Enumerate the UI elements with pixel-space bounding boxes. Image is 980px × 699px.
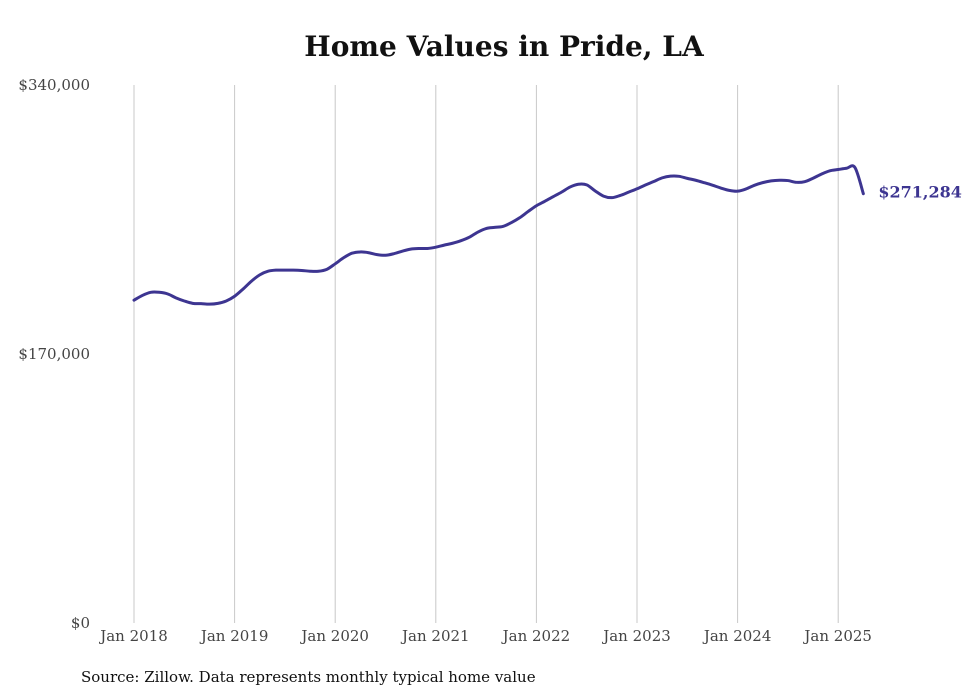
x-axis-ticks: Jan 2018 Jan 2019 Jan 2020 Jan 2021 Jan 2022… [98, 627, 872, 645]
x-tick-label: Jan 2018 [98, 627, 168, 645]
series-layer [132, 164, 865, 306]
y-axis-ticks: $0 $170,000 $340,000 [18, 76, 90, 632]
x-tick-label: Jan 2025 [802, 627, 872, 645]
latest-value-label: $271,284 [878, 183, 962, 202]
x-tick-label: Jan 2021 [400, 627, 470, 645]
y-tick-label: $170,000 [18, 345, 90, 363]
x-tick-label: Jan 2024 [702, 627, 772, 645]
x-tick-label: Jan 2020 [299, 627, 369, 645]
chart-title: Home Values in Pride, LA [304, 30, 704, 63]
source-note: Source: Zillow. Data represents monthly … [81, 668, 536, 686]
x-tick-label: Jan 2023 [601, 627, 671, 645]
y-tick-label: $0 [71, 614, 90, 632]
x-tick-label: Jan 2019 [199, 627, 269, 645]
end-label-layer: $271,284 [878, 183, 962, 202]
home-value-line [132, 164, 865, 306]
x-tick-label: Jan 2022 [501, 627, 571, 645]
grid-lines [133, 85, 839, 623]
y-tick-label: $340,000 [18, 76, 90, 94]
